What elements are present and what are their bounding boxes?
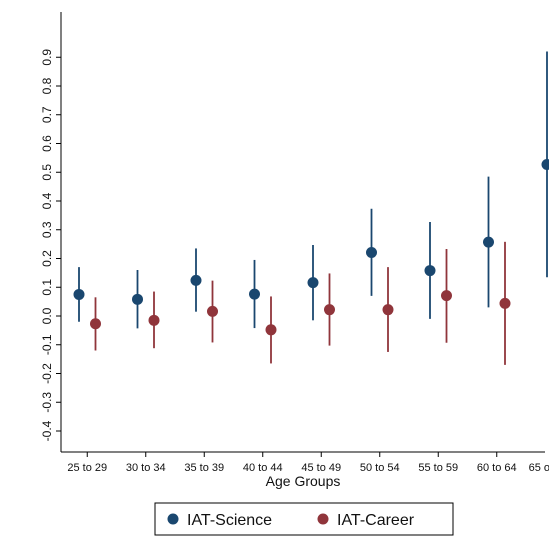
x-tick-label: 60 to 64 xyxy=(477,462,517,474)
y-tick-label: 0.9 xyxy=(40,49,54,66)
iat-career-point xyxy=(90,318,101,329)
iat-science-point xyxy=(425,265,436,276)
plot-area xyxy=(61,12,545,452)
iat-career-point xyxy=(324,304,335,315)
iat-science-point xyxy=(483,237,494,248)
y-tick-label: -0.2 xyxy=(40,363,54,384)
x-tick-label: 55 to 59 xyxy=(418,462,458,474)
iat-science-point xyxy=(74,289,85,300)
iat-science-legend-label: IAT-Science xyxy=(187,512,272,529)
y-tick-label: 0.6 xyxy=(40,135,54,152)
iat-science-point xyxy=(308,277,319,288)
iat-science-point xyxy=(249,289,260,300)
iat-career-point xyxy=(207,306,218,317)
y-tick-label: 0.2 xyxy=(40,250,54,267)
x-axis-label: Age Groups xyxy=(266,473,341,489)
y-tick-label: 0.5 xyxy=(40,164,54,181)
y-tick-label: 0.8 xyxy=(40,77,54,94)
x-tick-label: 25 to 29 xyxy=(67,462,107,474)
iat-career-point xyxy=(441,290,452,301)
y-tick-label: 0.1 xyxy=(40,279,54,296)
x-tick-label: 50 to 54 xyxy=(360,462,400,474)
x-tick-label: 30 to 34 xyxy=(126,462,166,474)
iat-career-point xyxy=(500,298,511,309)
y-tick-label: 0.0 xyxy=(40,307,54,324)
iat-science-point xyxy=(132,294,143,305)
iat-career-legend-label: IAT-Career xyxy=(337,512,415,529)
y-tick-label: -0.3 xyxy=(40,392,54,413)
iat-career-legend-marker xyxy=(318,514,329,525)
x-tick-label: 35 to 39 xyxy=(184,462,224,474)
iat-career-point xyxy=(266,324,277,335)
iat-science-point xyxy=(366,247,377,258)
x-tick-label: 65 or more xyxy=(529,462,549,474)
legend: IAT-Science IAT-Career xyxy=(155,503,453,535)
y-tick-label: 0.4 xyxy=(40,192,54,209)
y-tick-label: -0.1 xyxy=(40,334,54,355)
iat-career-point xyxy=(149,315,160,326)
y-tick-label: 0.7 xyxy=(40,106,54,123)
iat-science-point xyxy=(191,275,202,286)
iat-career-point xyxy=(383,304,394,315)
y-tick-label: -0.4 xyxy=(40,420,54,441)
iat-science-legend-marker xyxy=(168,514,179,525)
y-tick-label: 0.3 xyxy=(40,221,54,238)
